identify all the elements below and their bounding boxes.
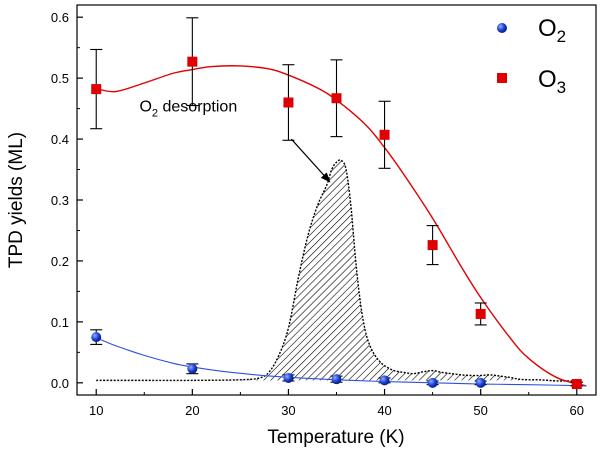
o2-marker xyxy=(187,363,198,374)
o2-data-point xyxy=(282,372,295,383)
y-tick-label: 0.3 xyxy=(51,193,69,208)
o2-data-point xyxy=(378,375,391,386)
x-axis-title: Temperature (K) xyxy=(267,427,404,448)
annotation-arrow xyxy=(290,138,331,183)
o2-data-point xyxy=(330,374,343,385)
legend-o3-label: O3 xyxy=(538,66,566,97)
o3-marker xyxy=(379,129,390,140)
o3-marker xyxy=(91,84,102,95)
o2-marker xyxy=(91,332,102,343)
y-tick-label: 0.2 xyxy=(51,254,69,269)
x-tick-label: 60 xyxy=(570,403,584,418)
o2-data-point xyxy=(90,329,103,345)
axes: 10 20 30 40 50 60 0.0 0.1 0.2 0.3 0.4 0.5 0.6 xyxy=(51,4,597,418)
o2-marker xyxy=(427,377,438,388)
plot-area xyxy=(90,17,587,390)
o3-data-point xyxy=(90,48,103,130)
o2-desorption-hatched-area xyxy=(96,159,577,382)
y-tick-label: 0.1 xyxy=(51,315,69,330)
x-tick-label: 50 xyxy=(473,403,487,418)
x-tick-label: 40 xyxy=(377,403,391,418)
o3-data-point xyxy=(474,302,487,326)
o2-marker xyxy=(283,372,294,383)
y-tick-label: 0.5 xyxy=(51,71,69,86)
o2-marker xyxy=(331,374,342,385)
o3-marker xyxy=(475,308,486,319)
o2-data-point xyxy=(474,377,487,388)
y-tick-label: 0.4 xyxy=(51,132,69,147)
data-markers xyxy=(90,17,583,390)
o2-desorption-annotation: O2 desorption xyxy=(139,99,331,183)
o3-marker xyxy=(427,240,438,251)
o3-data-point xyxy=(330,59,343,138)
annotation-label: O2 desorption xyxy=(139,99,237,120)
legend-o2-label: O2 xyxy=(538,15,566,46)
o2-data-point xyxy=(426,377,439,388)
o3-data-point xyxy=(186,17,199,107)
y-tick-label: 0.0 xyxy=(51,376,69,391)
y-tick-label: 0.6 xyxy=(51,10,69,25)
x-tick-label: 10 xyxy=(89,403,103,418)
x-tick-label: 20 xyxy=(185,403,199,418)
o3-data-point xyxy=(378,100,391,169)
legend: O2 O3 xyxy=(497,15,566,97)
o3-marker xyxy=(283,97,294,108)
o3-data-point xyxy=(426,225,439,266)
y-axis-title: TPD yields (ML) xyxy=(6,132,27,268)
o3-marker xyxy=(331,93,342,104)
o2-marker xyxy=(475,377,486,388)
o3-marker xyxy=(187,56,198,67)
o2-desorption-trace xyxy=(96,159,577,382)
o2-data-point xyxy=(186,363,199,375)
o3-marker xyxy=(571,379,582,390)
x-tick-label: 30 xyxy=(281,403,295,418)
o3-data-point xyxy=(570,379,583,390)
legend-o3-marker xyxy=(497,73,507,83)
legend-o2-marker xyxy=(497,23,507,33)
o2-marker xyxy=(379,375,390,386)
